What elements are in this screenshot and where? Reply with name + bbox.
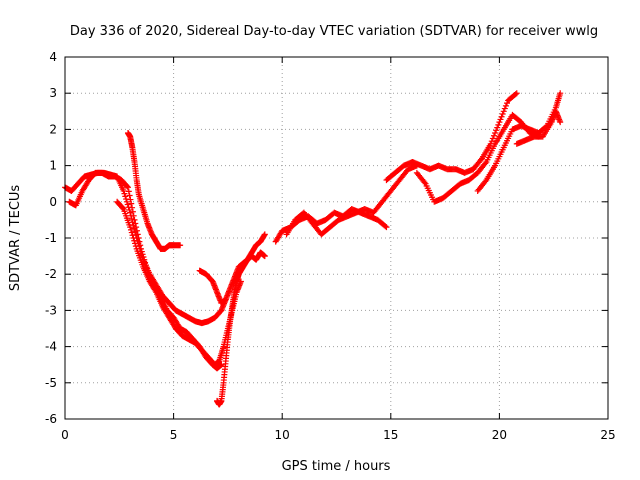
data-point — [128, 200, 135, 207]
data-point — [557, 119, 564, 126]
x-tick-label: 5 — [170, 428, 178, 442]
data-point — [218, 361, 225, 368]
data-point — [126, 192, 133, 199]
series-arc-6 — [214, 231, 268, 408]
data-point — [125, 188, 132, 195]
data-point — [131, 216, 138, 223]
data-point — [124, 184, 131, 191]
data-point — [382, 223, 389, 230]
data-point — [498, 113, 505, 120]
y-tick-label: 0 — [49, 195, 57, 209]
data-point — [488, 138, 495, 145]
data-point — [482, 178, 489, 185]
y-tick-label: -1 — [45, 231, 57, 245]
data-point — [132, 220, 139, 227]
x-tick-label: 25 — [600, 428, 615, 442]
chart-title: Day 336 of 2020, Sidereal Day-to-day VTE… — [70, 24, 598, 39]
y-tick-label: -6 — [45, 412, 57, 426]
y-tick-label: -4 — [45, 340, 57, 354]
plot-frame — [64, 56, 609, 420]
data-point — [477, 156, 484, 163]
y-tick-label: 2 — [49, 122, 57, 136]
data-point — [557, 90, 564, 97]
data-point — [501, 105, 508, 112]
x-tick-label: 15 — [383, 428, 398, 442]
series-arc-12 — [513, 108, 564, 147]
y-tick-label: -5 — [45, 376, 57, 390]
data-point — [133, 227, 140, 234]
series-arc-8 — [283, 162, 420, 238]
data-point — [130, 212, 137, 219]
data-point — [134, 231, 141, 238]
grid-layer — [65, 57, 608, 419]
x-tick-label: 10 — [275, 428, 290, 442]
data-point — [497, 116, 504, 123]
y-tick-label: 3 — [49, 86, 57, 100]
data-point — [133, 224, 140, 231]
data-point — [127, 224, 134, 231]
data-point — [129, 208, 136, 215]
data-layer — [62, 90, 564, 408]
y-tick-label: 1 — [49, 159, 57, 173]
data-point — [502, 102, 509, 109]
data-point — [136, 238, 143, 245]
data-point — [131, 237, 138, 244]
data-point — [122, 193, 129, 200]
data-point — [127, 196, 134, 203]
data-point — [512, 91, 519, 98]
data-point — [482, 160, 489, 167]
y-tick-label: 4 — [49, 50, 57, 64]
tick-layer: 0 5 10 15 20 25 -6 -5 -4 -3 -2 -1 0 1 2 3 4 — [45, 50, 616, 442]
data-point — [504, 100, 511, 107]
data-point — [139, 251, 146, 258]
data-point — [261, 253, 268, 260]
y-axis-title: SDTVAR / TECUs — [8, 185, 23, 292]
data-point — [132, 243, 139, 250]
data-point — [124, 183, 131, 190]
y-tick-label: -3 — [45, 303, 57, 317]
data-point — [128, 229, 135, 236]
data-point — [127, 226, 134, 233]
data-point — [124, 201, 131, 208]
series-arc-1 — [62, 169, 229, 327]
data-point — [129, 232, 136, 239]
data-point — [121, 190, 128, 197]
data-point — [140, 254, 147, 261]
series-arc-4 — [124, 130, 184, 252]
data-point — [128, 215, 135, 222]
data-point — [137, 242, 144, 249]
data-point — [495, 121, 502, 128]
data-point — [421, 179, 428, 186]
data-point — [499, 111, 506, 118]
data-point — [130, 235, 137, 241]
data-point — [490, 132, 497, 139]
data-point — [383, 224, 390, 231]
data-point — [513, 90, 520, 97]
data-point — [489, 135, 496, 142]
series-arc-9 — [383, 90, 520, 184]
data-point — [127, 209, 134, 216]
data-point — [129, 204, 136, 211]
y-tick-label: -2 — [45, 267, 57, 281]
data-point — [494, 124, 501, 131]
x-tick-label: 0 — [61, 428, 69, 442]
data-point — [152, 287, 159, 294]
data-point — [135, 235, 142, 241]
data-point — [132, 240, 139, 247]
data-point — [496, 119, 503, 126]
x-tick-label: 20 — [492, 428, 507, 442]
data-point — [177, 242, 184, 249]
data-point — [120, 187, 127, 194]
data-point — [493, 127, 500, 134]
data-point — [261, 231, 268, 238]
data-point — [492, 130, 499, 137]
data-point — [119, 205, 126, 212]
data-point — [500, 108, 507, 115]
x-axis-title: GPS time / hours — [282, 459, 391, 474]
data-point — [123, 198, 130, 205]
